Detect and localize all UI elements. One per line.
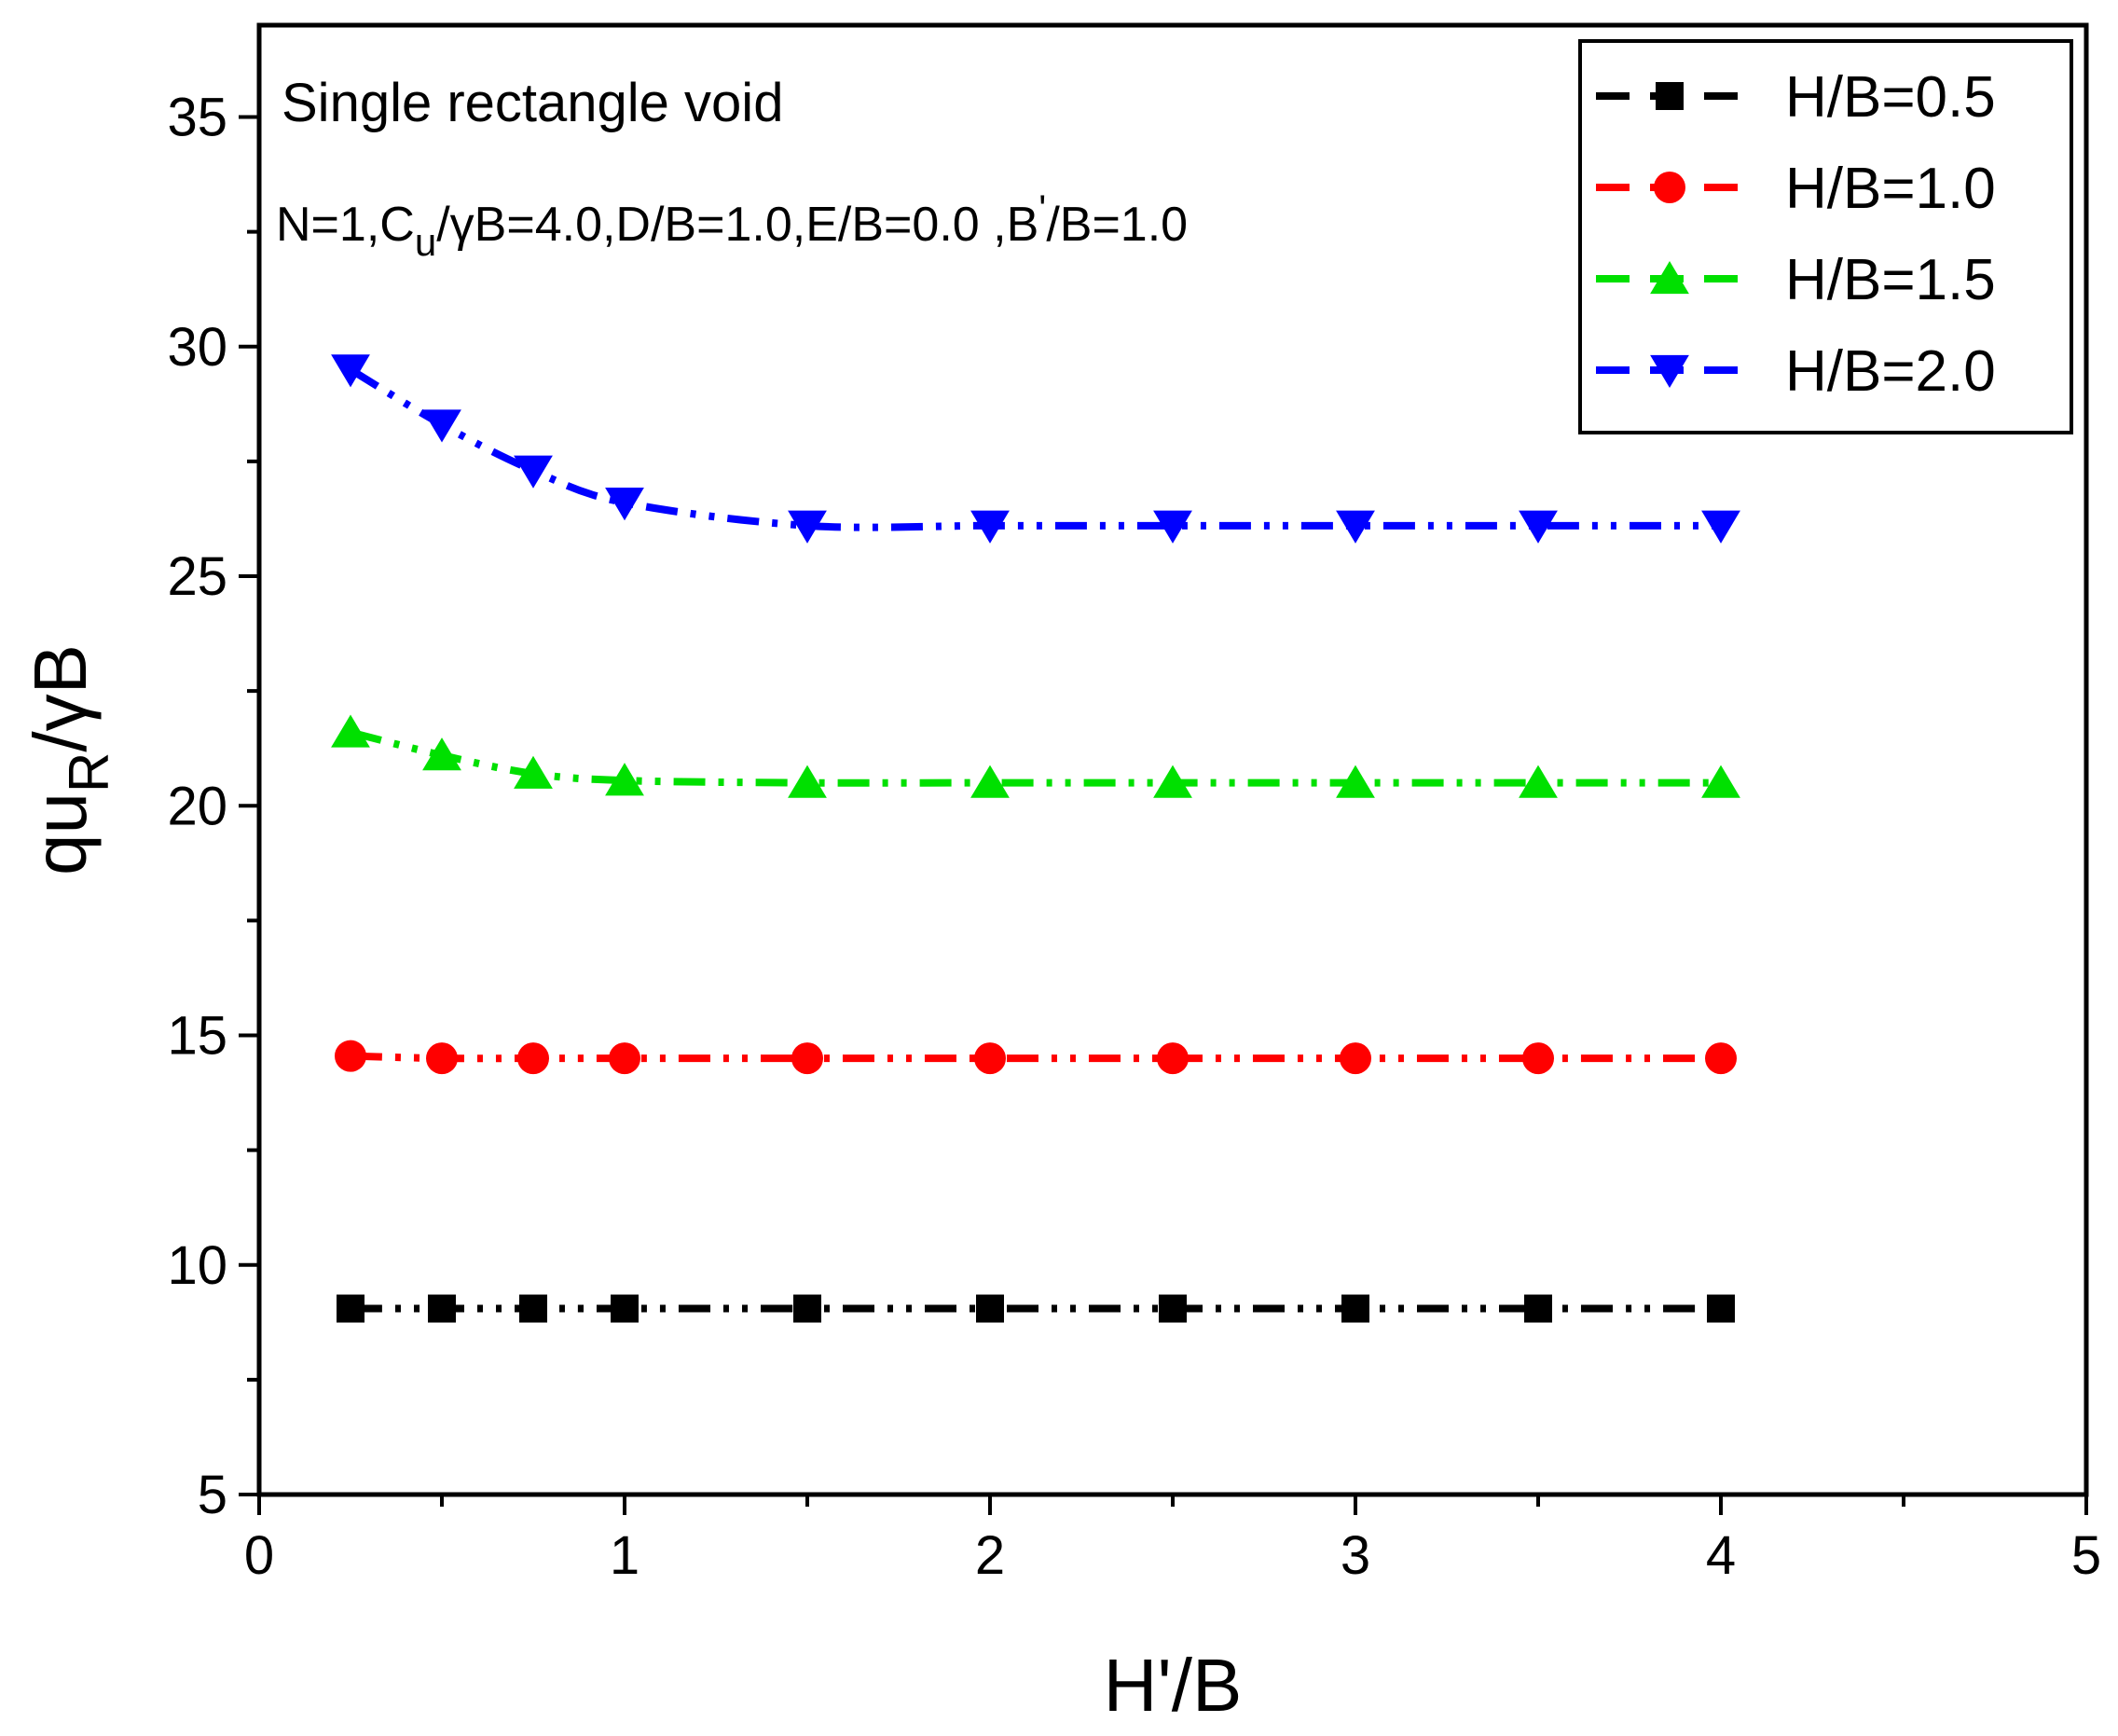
data-point [519,1294,547,1323]
data-point [428,1294,456,1323]
data-point [514,455,553,489]
annotation-parameters: N=1,Cu/γB=4.0,D/B=1.0,E/B=0.0 ,B'/B=1.0 [276,186,1188,264]
legend-marker [1650,261,1689,295]
series-line [348,365,1721,531]
data-point [1336,765,1375,798]
legend-label: H/B=1.5 [1785,248,1996,312]
data-point [788,765,827,798]
data-point [1340,1042,1371,1075]
y-tick-label: 5 [198,1465,227,1525]
data-point [335,1040,366,1072]
x-tick-label: 1 [610,1525,640,1586]
series-h-b-1-0 [335,1040,1737,1075]
y-axis-ticks: 5 10 15 20 25 30 35 [167,88,259,1525]
data-point [422,409,461,443]
y-tick-label: 30 [167,317,227,378]
data-point [1336,510,1375,544]
legend-marker [1650,354,1689,388]
data-point [788,510,827,544]
legend-item: H/B=1.0 [1596,157,1996,221]
data-point [1341,1294,1369,1323]
series-line [350,1052,1721,1063]
data-point [1519,510,1558,544]
data-point [1705,1042,1737,1075]
data-point [970,510,1010,544]
data-point [793,1294,821,1323]
data-point [974,1042,1006,1075]
data-point [605,488,644,521]
x-tick-label: 2 [975,1525,1005,1586]
data-point [331,354,370,388]
data-point [514,755,553,789]
data-point [611,1294,639,1323]
y-tick-label: 10 [167,1235,227,1296]
x-axis-title: H'/B [1104,1644,1243,1727]
data-point [976,1294,1004,1323]
data-point [1522,1042,1554,1075]
x-axis-ticks: 0 1 2 3 4 5 [244,1495,2101,1586]
data-point [422,737,461,771]
x-tick-label: 3 [1341,1525,1370,1586]
data-point [1153,765,1192,798]
legend: H/B=0.5 H/B=1.0 H/B=1.5 H/B=2.0 [1578,39,2073,434]
data-point [426,1042,458,1075]
legend-label: H/B=0.5 [1785,65,1996,130]
legend-item: H/B=1.5 [1596,248,1996,312]
x-tick-label: 5 [2071,1525,2101,1586]
data-point [605,763,644,796]
series-line [350,728,1721,787]
y-tick-label: 15 [167,1006,227,1067]
legend-marker [1656,82,1684,110]
legend-label: H/B=2.0 [1785,339,1996,404]
data-point [337,1294,364,1323]
data-point [1159,1294,1187,1323]
x-tick-label: 0 [244,1525,274,1586]
data-point [1157,1042,1189,1075]
y-tick-label: 25 [167,546,227,607]
series-h-b-0-5 [337,1294,1735,1323]
y-axis-title: quR/γB [19,644,120,875]
y-tick-label: 35 [167,88,227,148]
y-tick-label: 20 [167,776,227,836]
legend-item: H/B=2.0 [1596,339,1996,404]
series-h-b-2-0 [331,354,1740,544]
data-point [609,1042,640,1075]
data-point [1701,765,1740,798]
data-point [970,765,1010,798]
legend-label: H/B=1.0 [1785,157,1996,221]
data-point [1524,1294,1552,1323]
data-point [1701,510,1740,544]
series-h-b-1-5 [331,714,1740,798]
annotation-title: Single rectangle void [282,73,783,133]
legend-marker [1654,172,1685,203]
data-point [331,714,370,748]
data-point [1707,1294,1735,1323]
series-layer [331,354,1740,1323]
data-point [1153,510,1192,544]
data-point [791,1042,823,1075]
legend-item: H/B=0.5 [1596,65,1996,130]
data-point [517,1042,549,1075]
x-tick-label: 4 [1706,1525,1736,1586]
data-point [1519,765,1558,798]
